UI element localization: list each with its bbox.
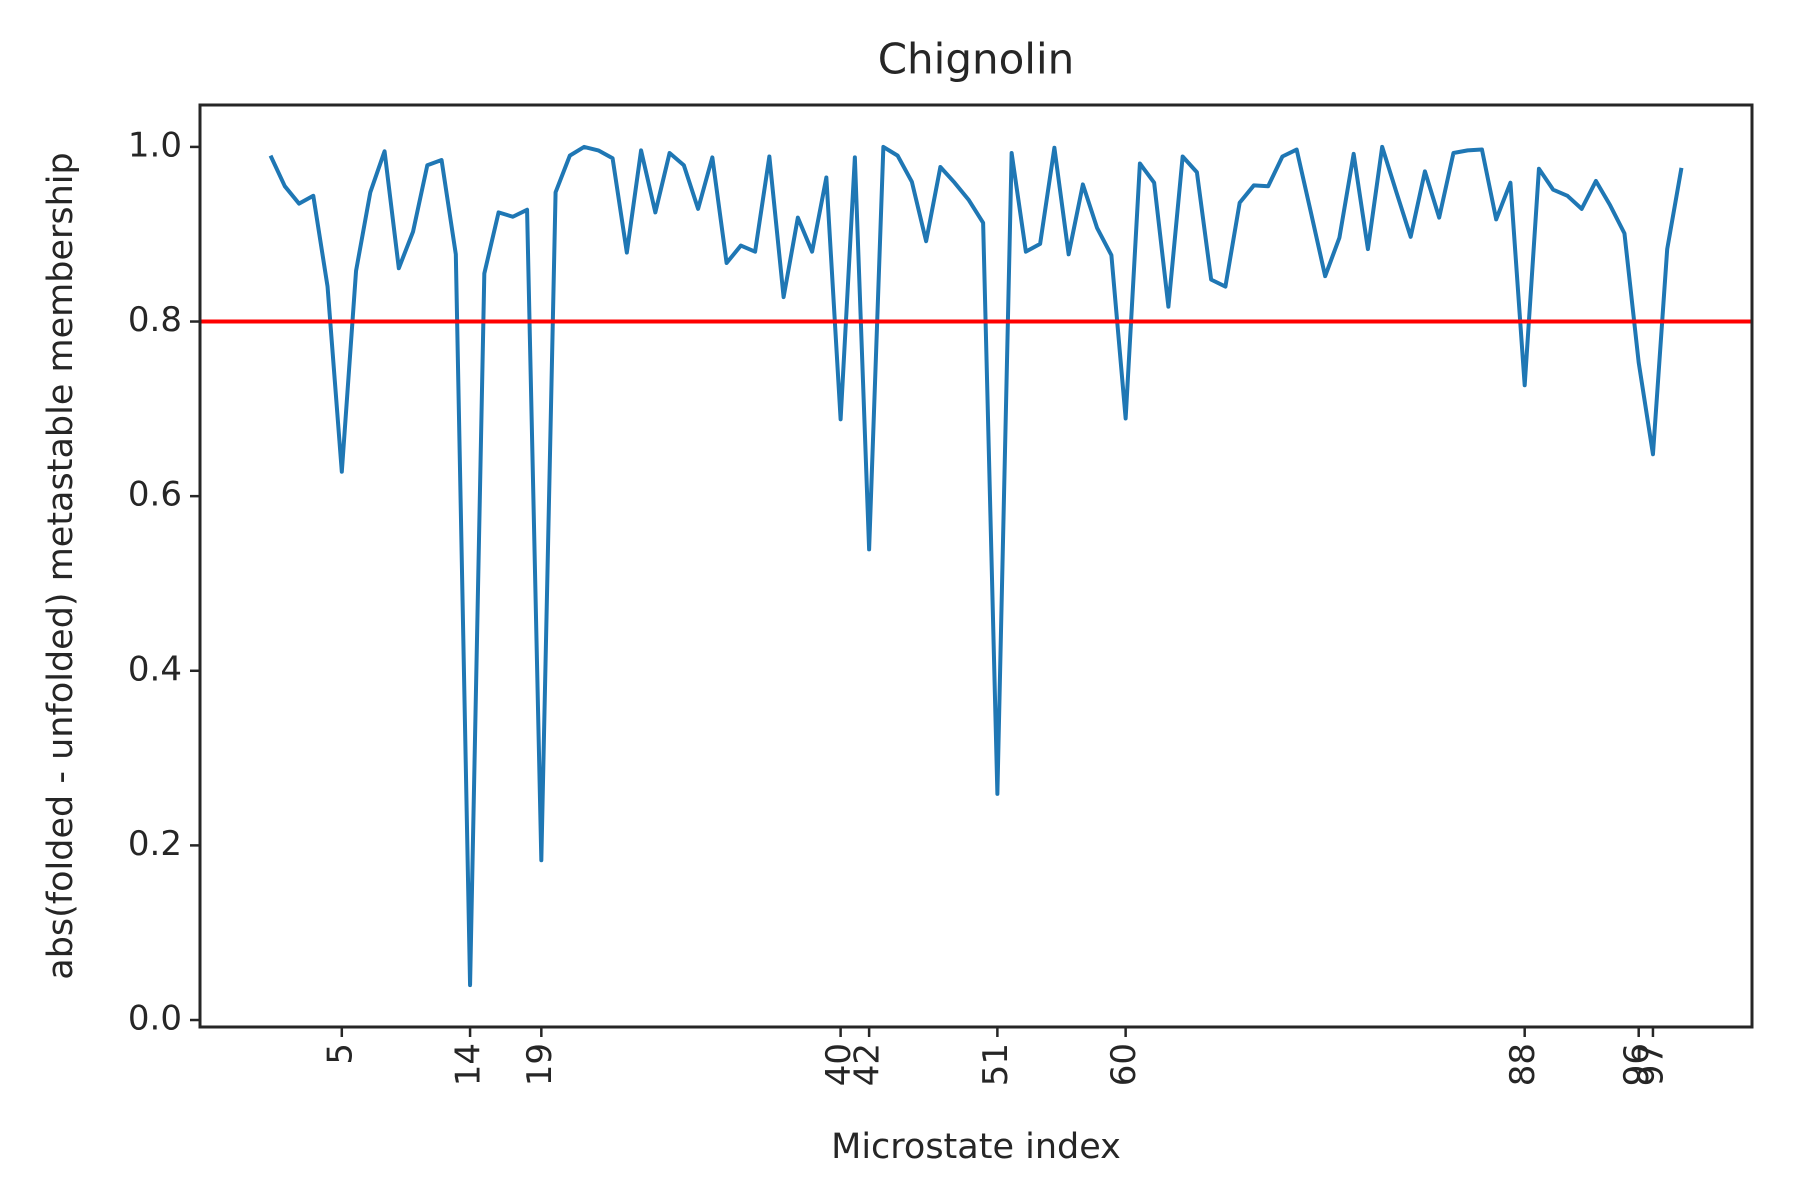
x-tick-label: 14 [449, 1043, 489, 1086]
x-tick-label: 88 [1503, 1043, 1543, 1086]
x-tick-label: 97 [1631, 1043, 1671, 1086]
x-tick-label: 60 [1104, 1043, 1144, 1086]
x-tick-label: 96 [1617, 1043, 1657, 1086]
x-tick-label: 40 [819, 1043, 859, 1086]
x-tick-label: 51 [976, 1043, 1016, 1086]
chart-title: Chignolin [878, 35, 1075, 84]
x-axis-label: Microstate index [831, 1127, 1121, 1167]
plot-frame [198, 103, 1754, 1029]
x-tick-label: 5 [320, 1043, 360, 1065]
y-tick-label: 0.4 [128, 649, 182, 689]
y-tick-label: 1.0 [128, 125, 182, 165]
y-tick-label: 0.2 [128, 824, 182, 864]
x-tick-label: 19 [520, 1043, 560, 1086]
y-tick-label: 0.0 [128, 999, 182, 1039]
data-line [268, 144, 1684, 988]
y-tick-label: 0.6 [128, 475, 182, 515]
y-tick-label: 0.8 [128, 300, 182, 340]
x-tick-label: 42 [848, 1043, 888, 1086]
y-axis-label: abs(folded - unfolded) metastable member… [41, 152, 81, 979]
